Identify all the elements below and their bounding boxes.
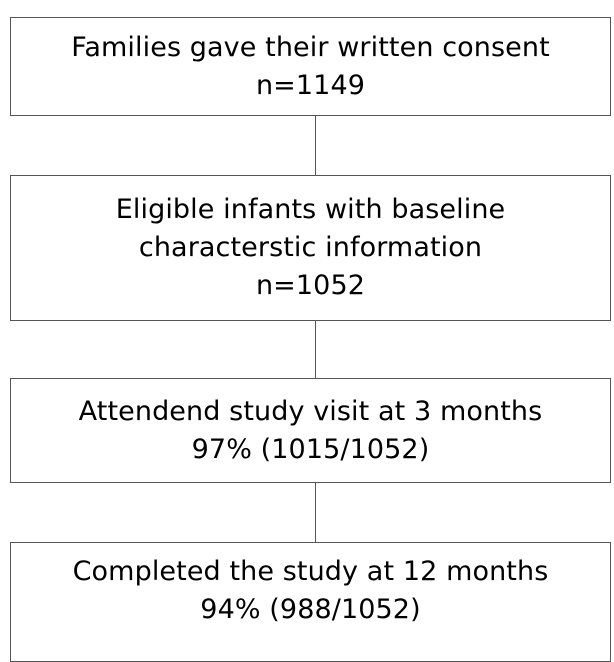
step-count: n=1149 [255,69,366,101]
connector-line [315,321,316,378]
connector-line [315,116,316,175]
step-count: 94% (988/1052) [200,594,421,625]
step-label: Completed the study at 12 months [72,556,549,587]
flow-step-12-month-completion: Completed the study at 12 months 94% (98… [10,542,611,662]
connector-line [315,483,316,542]
flow-step-eligible: Eligible infants with baseline character… [10,175,611,321]
step-label: Attendend study visit at 3 months [78,395,543,427]
step-label: Families gave their written consent [71,31,550,63]
flow-step-consent: Families gave their written consent n=11… [10,17,611,116]
step-label-continued: characterstic information [138,232,483,263]
step-label: Eligible infants with baseline [115,194,506,225]
flow-step-3-month-visit: Attendend study visit at 3 months 97% (1… [10,378,611,483]
step-count: 97% (1015/1052) [191,433,430,465]
step-count: n=1052 [255,270,366,301]
